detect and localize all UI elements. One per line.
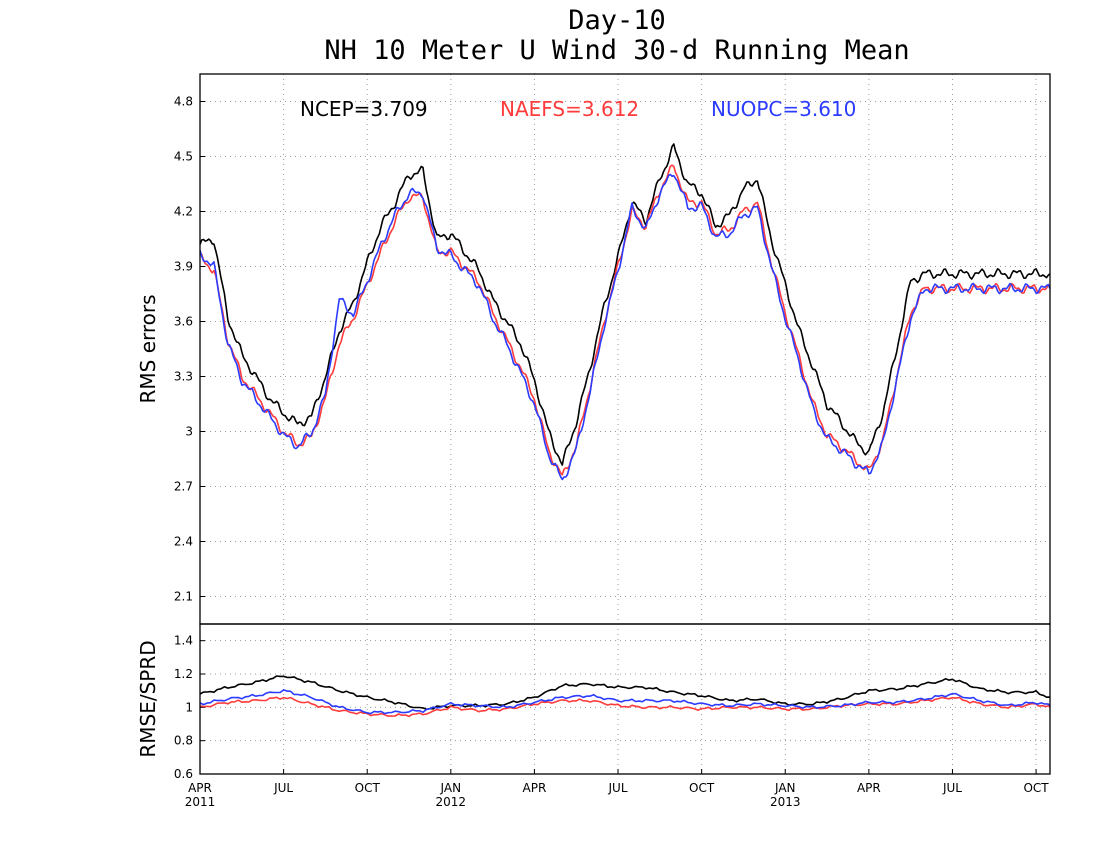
y-tick-label: 4.5 xyxy=(174,150,193,164)
y-tick-label: 0.6 xyxy=(174,767,193,781)
x-year-label: 2012 xyxy=(436,795,467,809)
y-tick-label: 3.6 xyxy=(174,315,193,329)
x-tick-label: OCT xyxy=(355,781,381,795)
top-panel-series xyxy=(199,143,1051,481)
y-tick-label: 1.4 xyxy=(174,634,193,648)
y-tick-label: 1.2 xyxy=(174,667,193,681)
x-tick-label: JUL xyxy=(273,781,293,795)
x-year-label: 2011 xyxy=(185,795,216,809)
bottom-panel-y-ticks: 0.6 0.8 1 1.2 1.4 xyxy=(174,634,205,781)
y-tick-label: 4.8 xyxy=(174,95,193,109)
legend-nuopc-score: NUOPC=3.610 xyxy=(711,97,856,121)
x-tick-label: APR xyxy=(188,781,212,795)
y-tick-label: 2.7 xyxy=(174,480,193,494)
x-tick-label: JUL xyxy=(942,781,962,795)
chart-title-line-1: Day-10 xyxy=(568,5,666,36)
y-tick-label: 3.9 xyxy=(174,260,193,274)
series-line-ncep xyxy=(199,675,1051,711)
bottom-panel-series xyxy=(199,675,1051,718)
x-tick-label: APR xyxy=(523,781,547,795)
x-tick-label: JAN xyxy=(440,781,462,795)
y-tick-label: 0.8 xyxy=(174,734,193,748)
legend-naefs-score: NAEFS=3.612 xyxy=(500,97,639,121)
x-tick-label: OCT xyxy=(1023,781,1049,795)
y-tick-label: 1 xyxy=(185,700,193,714)
x-axis-ticks: APR JUL OCT JAN APR JUL OCT JAN APR JUL OCT 2011 201… xyxy=(185,769,1049,809)
series-line-nuopc xyxy=(199,689,1051,715)
top-panel-y-ticks: 2.1 2.4 2.7 3 3.3 3.6 3.9 4.2 4.5 4.8 xyxy=(174,95,205,604)
top-panel-grid xyxy=(200,74,1050,624)
bottom-panel-frame xyxy=(199,623,1051,775)
y-tick-label: 2.4 xyxy=(174,535,193,549)
x-tick-label: JUL xyxy=(608,781,628,795)
top-y-axis-label: RMS errors xyxy=(136,294,160,403)
series-line-naefs xyxy=(199,696,1051,718)
bottom-y-axis-label: RMSE/SPRD xyxy=(136,640,160,757)
x-tick-label: OCT xyxy=(689,781,715,795)
x-year-label: 2013 xyxy=(770,795,801,809)
chart-title-line-2: NH 10 Meter U Wind 30-d Running Mean xyxy=(324,35,909,66)
y-tick-label: 2.1 xyxy=(174,590,193,604)
bottom-panel-grid xyxy=(200,624,1050,774)
x-tick-label: JAN xyxy=(774,781,796,795)
series-line-nuopc xyxy=(199,173,1051,481)
series-line-ncep xyxy=(199,143,1051,466)
x-tick-label: APR xyxy=(857,781,881,795)
y-tick-label: 4.2 xyxy=(174,205,193,219)
legend-ncep-score: NCEP=3.709 xyxy=(300,97,428,121)
y-tick-label: 3 xyxy=(185,425,193,439)
y-tick-label: 3.3 xyxy=(174,370,193,384)
